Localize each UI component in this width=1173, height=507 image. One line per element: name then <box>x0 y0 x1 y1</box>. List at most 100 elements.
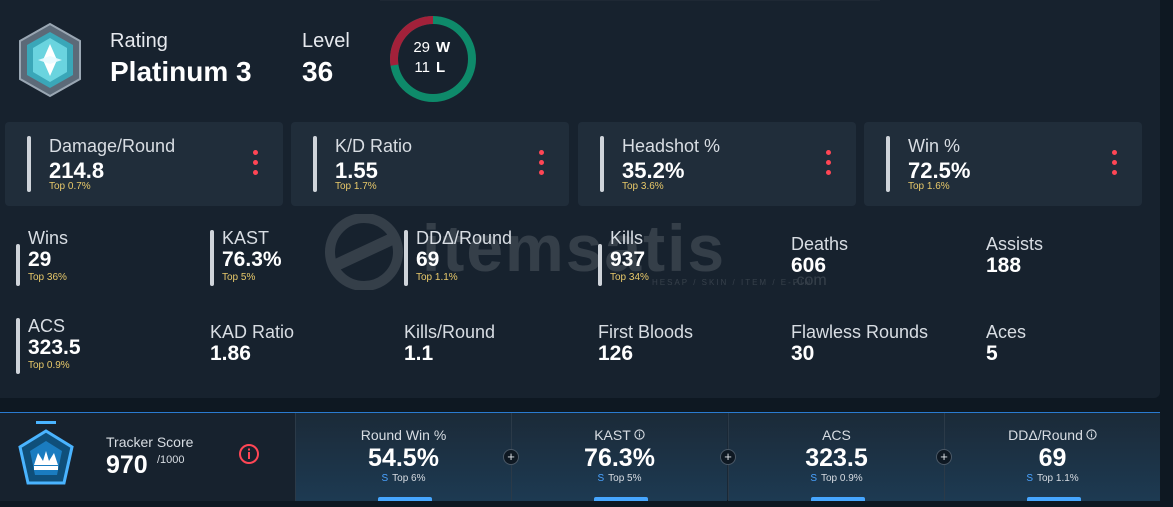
tracker-cell-percentile: Top 0.9% <box>820 473 863 484</box>
watermark: itemsatis HESAP / SKIN / ITEM / E-PIN .c… <box>322 210 862 300</box>
stat-percentile: Top 34% <box>610 272 649 283</box>
stat-value: 5 <box>986 342 998 365</box>
card-value: 72.5% <box>908 158 971 183</box>
card-label: Headshot % <box>622 136 721 156</box>
tracker-cell-grade: S <box>1026 473 1033 484</box>
more-vertical-icon[interactable] <box>539 150 545 178</box>
stat-label: Kills <box>610 228 644 248</box>
tracker-cell-label: KAST <box>512 427 727 443</box>
tracker-cell-dda-round[interactable]: DDΔ/Round 69 S Top 1.1% <box>944 413 1160 501</box>
level-label: Level <box>302 30 350 52</box>
stat-kills-round: Kills/Round 1.1 <box>404 322 584 372</box>
tracker-cell-value: 54.5% <box>368 444 439 472</box>
stat-assists: Assists 188 <box>986 234 1166 284</box>
stat-kills: Kills 937 Top 34% <box>598 228 778 288</box>
stat-value: 30 <box>791 342 815 365</box>
tracker-cell-value: 69 <box>1038 444 1067 472</box>
tracker-cell-indicator <box>594 497 648 501</box>
stat-accent-bar <box>16 318 20 374</box>
tracker-cell-value: 76.3% <box>584 444 655 472</box>
tracker-cell-percentile: Top 6% <box>392 473 426 484</box>
more-vertical-icon[interactable] <box>253 150 259 178</box>
stat-aces: Aces 5 <box>986 322 1166 372</box>
card-label: Win % <box>908 136 961 156</box>
loss-arc <box>390 16 434 66</box>
tracker-cell-percentile: Top 5% <box>608 473 642 484</box>
tracker-crown-icon <box>18 421 74 485</box>
platinum-rank-icon <box>19 22 81 98</box>
more-vertical-icon[interactable] <box>826 150 832 178</box>
stat-label: Kills/Round <box>404 322 496 342</box>
plus-icon[interactable]: + <box>936 449 952 465</box>
tracker-cell-round-win[interactable]: Round Win % 54.5% S Top 6% <box>295 413 511 501</box>
stat-card-kd-ratio: K/D Ratio 1.55 Top 1.7% <box>291 122 569 206</box>
stat-label: Deaths <box>791 234 849 254</box>
card-accent-bar <box>886 136 890 192</box>
stat-label: ACS <box>28 316 66 336</box>
card-value: 214.8 <box>49 158 105 183</box>
tracker-score-summary: Tracker Score 970 /1000 <box>0 413 295 501</box>
info-icon[interactable] <box>1086 429 1097 440</box>
plus-icon[interactable]: + <box>720 449 736 465</box>
stat-value: 937 <box>610 248 646 271</box>
plus-icon[interactable]: + <box>503 449 519 465</box>
tracker-cell-value: 323.5 <box>805 444 868 472</box>
tracker-cell-kast[interactable]: KAST 76.3% S Top 5% <box>511 413 727 501</box>
stat-label: Flawless Rounds <box>791 322 929 342</box>
card-percentile: Top 1.6% <box>908 181 950 192</box>
stat-percentile: Top 0.9% <box>28 360 70 371</box>
tracker-cell-indicator <box>378 497 432 501</box>
stat-label: First Bloods <box>598 322 694 342</box>
card-accent-bar <box>27 136 31 192</box>
stat-label: DDΔ/Round <box>416 228 513 248</box>
stat-card-headshot: Headshot % 35.2% Top 3.6% <box>578 122 856 206</box>
stats-panel: Rating Platinum 3 Level 36 29 W 11 L Dam… <box>0 0 1160 398</box>
stat-accent-bar <box>598 244 602 286</box>
card-accent-bar <box>313 136 317 192</box>
stat-percentile: Top 36% <box>28 272 67 283</box>
stat-card-damage-round: Damage/Round 214.8 Top 0.7% <box>5 122 283 206</box>
win-loss-ring <box>390 16 476 102</box>
page-edge <box>1160 0 1173 507</box>
stat-accent-bar <box>16 244 20 286</box>
stat-value: 29 <box>28 248 52 271</box>
tracker-score-label: Tracker Score <box>106 434 194 450</box>
stat-first-bloods: First Bloods 126 <box>598 322 778 372</box>
stat-percentile: Top 5% <box>222 272 256 283</box>
stat-dda-round: DDΔ/Round 69 Top 1.1% <box>404 228 584 288</box>
win-loss-text: 29 W 11 L <box>388 14 478 104</box>
more-vertical-icon[interactable] <box>1112 150 1118 178</box>
card-accent-bar <box>600 136 604 192</box>
stat-acs: ACS 323.5 Top 0.9% <box>16 316 196 376</box>
stat-label: Aces <box>986 322 1027 342</box>
stat-label: KAD Ratio <box>210 322 295 342</box>
losses-letter: L <box>436 59 446 76</box>
level-value: 36 <box>302 56 334 87</box>
stat-label: Assists <box>986 234 1044 254</box>
info-icon[interactable] <box>634 429 645 440</box>
stat-value: 188 <box>986 254 1022 277</box>
tracker-cell-acs[interactable]: ACS 323.5 S Top 0.9% <box>728 413 944 501</box>
tracker-score-max: /1000 <box>157 454 185 466</box>
tracker-cell-sub: S Top 5% <box>512 473 727 484</box>
info-icon[interactable] <box>238 443 260 465</box>
tracker-score-bar: Tracker Score 970 /1000 Round Win % 54.5… <box>0 412 1160 501</box>
stat-value: 323.5 <box>28 336 81 359</box>
tracker-cell-label: Round Win % <box>360 427 447 443</box>
card-percentile: Top 3.6% <box>622 181 664 192</box>
stat-kast: KAST 76.3% Top 5% <box>210 228 390 288</box>
stat-value: 126 <box>598 342 634 365</box>
card-value: 35.2% <box>622 158 685 183</box>
tracker-score-value: 970 <box>106 451 148 479</box>
tracker-cell-label: ACS <box>822 427 851 443</box>
tracker-cell-sub: S Top 1.1% <box>945 473 1160 484</box>
stat-value: 1.86 <box>210 342 251 365</box>
wins-letter: W <box>436 39 451 56</box>
stat-accent-bar <box>210 230 214 286</box>
card-label: Damage/Round <box>49 136 176 156</box>
tracker-cell-grade: S <box>381 473 389 484</box>
stat-accent-bar <box>404 230 408 286</box>
stat-value: 76.3% <box>222 248 282 271</box>
stat-label: Wins <box>28 228 68 248</box>
card-value: 1.55 <box>335 158 378 183</box>
